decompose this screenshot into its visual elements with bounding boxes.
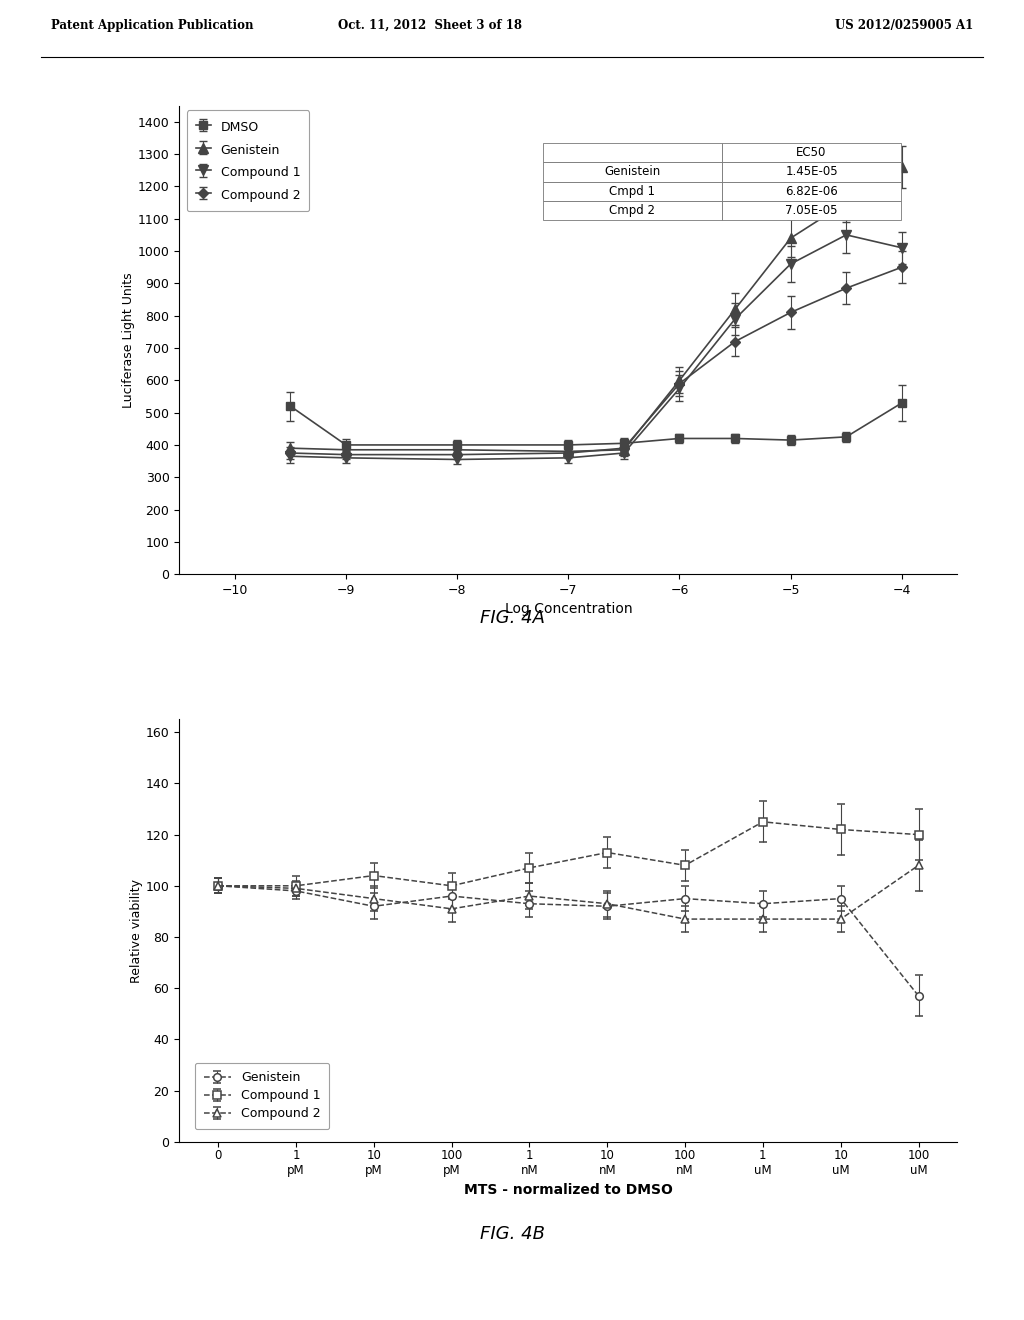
Y-axis label: Relative viability: Relative viability — [130, 879, 142, 982]
Text: FIG. 4A: FIG. 4A — [479, 609, 545, 627]
Legend: DMSO, Genistein, Compound 1, Compound 2: DMSO, Genistein, Compound 1, Compound 2 — [187, 111, 309, 211]
X-axis label: MTS - normalized to DMSO: MTS - normalized to DMSO — [464, 1183, 673, 1197]
Text: FIG. 4B: FIG. 4B — [479, 1225, 545, 1243]
Text: Oct. 11, 2012  Sheet 3 of 18: Oct. 11, 2012 Sheet 3 of 18 — [338, 18, 522, 32]
Y-axis label: Luciferase Light Units: Luciferase Light Units — [122, 272, 135, 408]
Text: Patent Application Publication: Patent Application Publication — [51, 18, 254, 32]
X-axis label: Log Concentration: Log Concentration — [505, 602, 632, 616]
Legend: Genistein, Compound 1, Compound 2: Genistein, Compound 1, Compound 2 — [195, 1063, 330, 1129]
Text: US 2012/0259005 A1: US 2012/0259005 A1 — [835, 18, 973, 32]
